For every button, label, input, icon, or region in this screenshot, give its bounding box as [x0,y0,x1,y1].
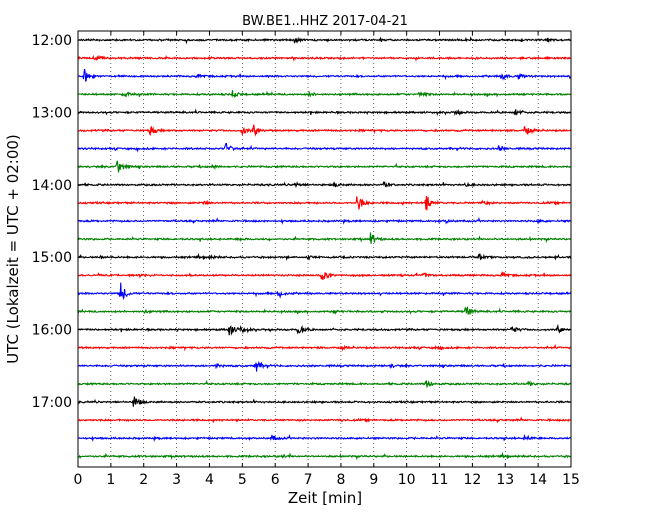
plot-frame [77,30,572,468]
seismogram-trace [77,271,572,280]
x-tick-label: 12 [463,472,481,488]
x-tick-label: 0 [74,472,83,488]
y-tick-label: 14:00 [32,178,72,194]
seismogram-trace [77,360,572,372]
y-tick-label: 16:00 [32,323,72,339]
x-tick-label: 4 [205,472,214,488]
x-tick-label: 11 [431,472,449,488]
seismogram-trace [77,379,572,388]
y-axis-label: UTC (Lokalzeit = UTC + 02:00) [4,134,22,364]
seismogram-trace [77,433,572,443]
seismogram-trace [77,54,572,62]
seismogram-trace [77,232,571,244]
x-tick-label: 10 [398,472,416,488]
x-axis-label: Zeit [min] [288,489,362,507]
x-tick-label: 1 [106,472,115,488]
seismogram-trace [77,36,572,45]
seismogram-trace [77,306,572,316]
x-tick-label: 14 [529,472,547,488]
x-tick-label: 13 [496,472,514,488]
x-tick-label: 7 [304,472,313,488]
y-tick-label: 13:00 [32,105,72,121]
seismogram-trace [77,451,572,461]
x-tick-label: 9 [369,472,378,488]
seismogram-trace [77,416,572,424]
traces [77,36,572,461]
y-tick-label: 15:00 [32,250,72,266]
x-tick-label: 8 [336,472,345,488]
seismogram-trace [77,323,572,336]
y-tick-label: 12:00 [32,33,72,49]
seismogram-trace [77,68,572,82]
seismogram-trace [77,396,572,407]
seismogram-trace [77,108,572,117]
chart-title: BW.BE1..HHZ 2017-04-21 [242,14,408,29]
seismogram-trace [77,160,572,173]
seismogram-trace [77,252,572,262]
x-tick-label: 2 [139,472,148,488]
axis-ticks: 0 1 2 3 4 5 6 7 8 9 10 11 12 13 14 1512:0013:0014:0015:… [32,31,580,488]
x-tick-label: 15 [562,472,580,488]
seismogram-trace [77,282,572,301]
seismogram-trace [77,90,572,99]
x-tick-label: 3 [172,472,181,488]
x-tick-label: 6 [271,472,280,488]
seismogram-trace [77,343,572,352]
seismogram-trace [77,216,572,225]
x-tick-label: 5 [238,472,247,488]
seismogram-trace [77,142,572,153]
y-tick-label: 17:00 [32,395,72,411]
seismogram-trace [77,180,572,189]
seismogram-trace [77,196,572,211]
grid-lines [110,31,539,467]
seismogram-trace [77,124,572,137]
